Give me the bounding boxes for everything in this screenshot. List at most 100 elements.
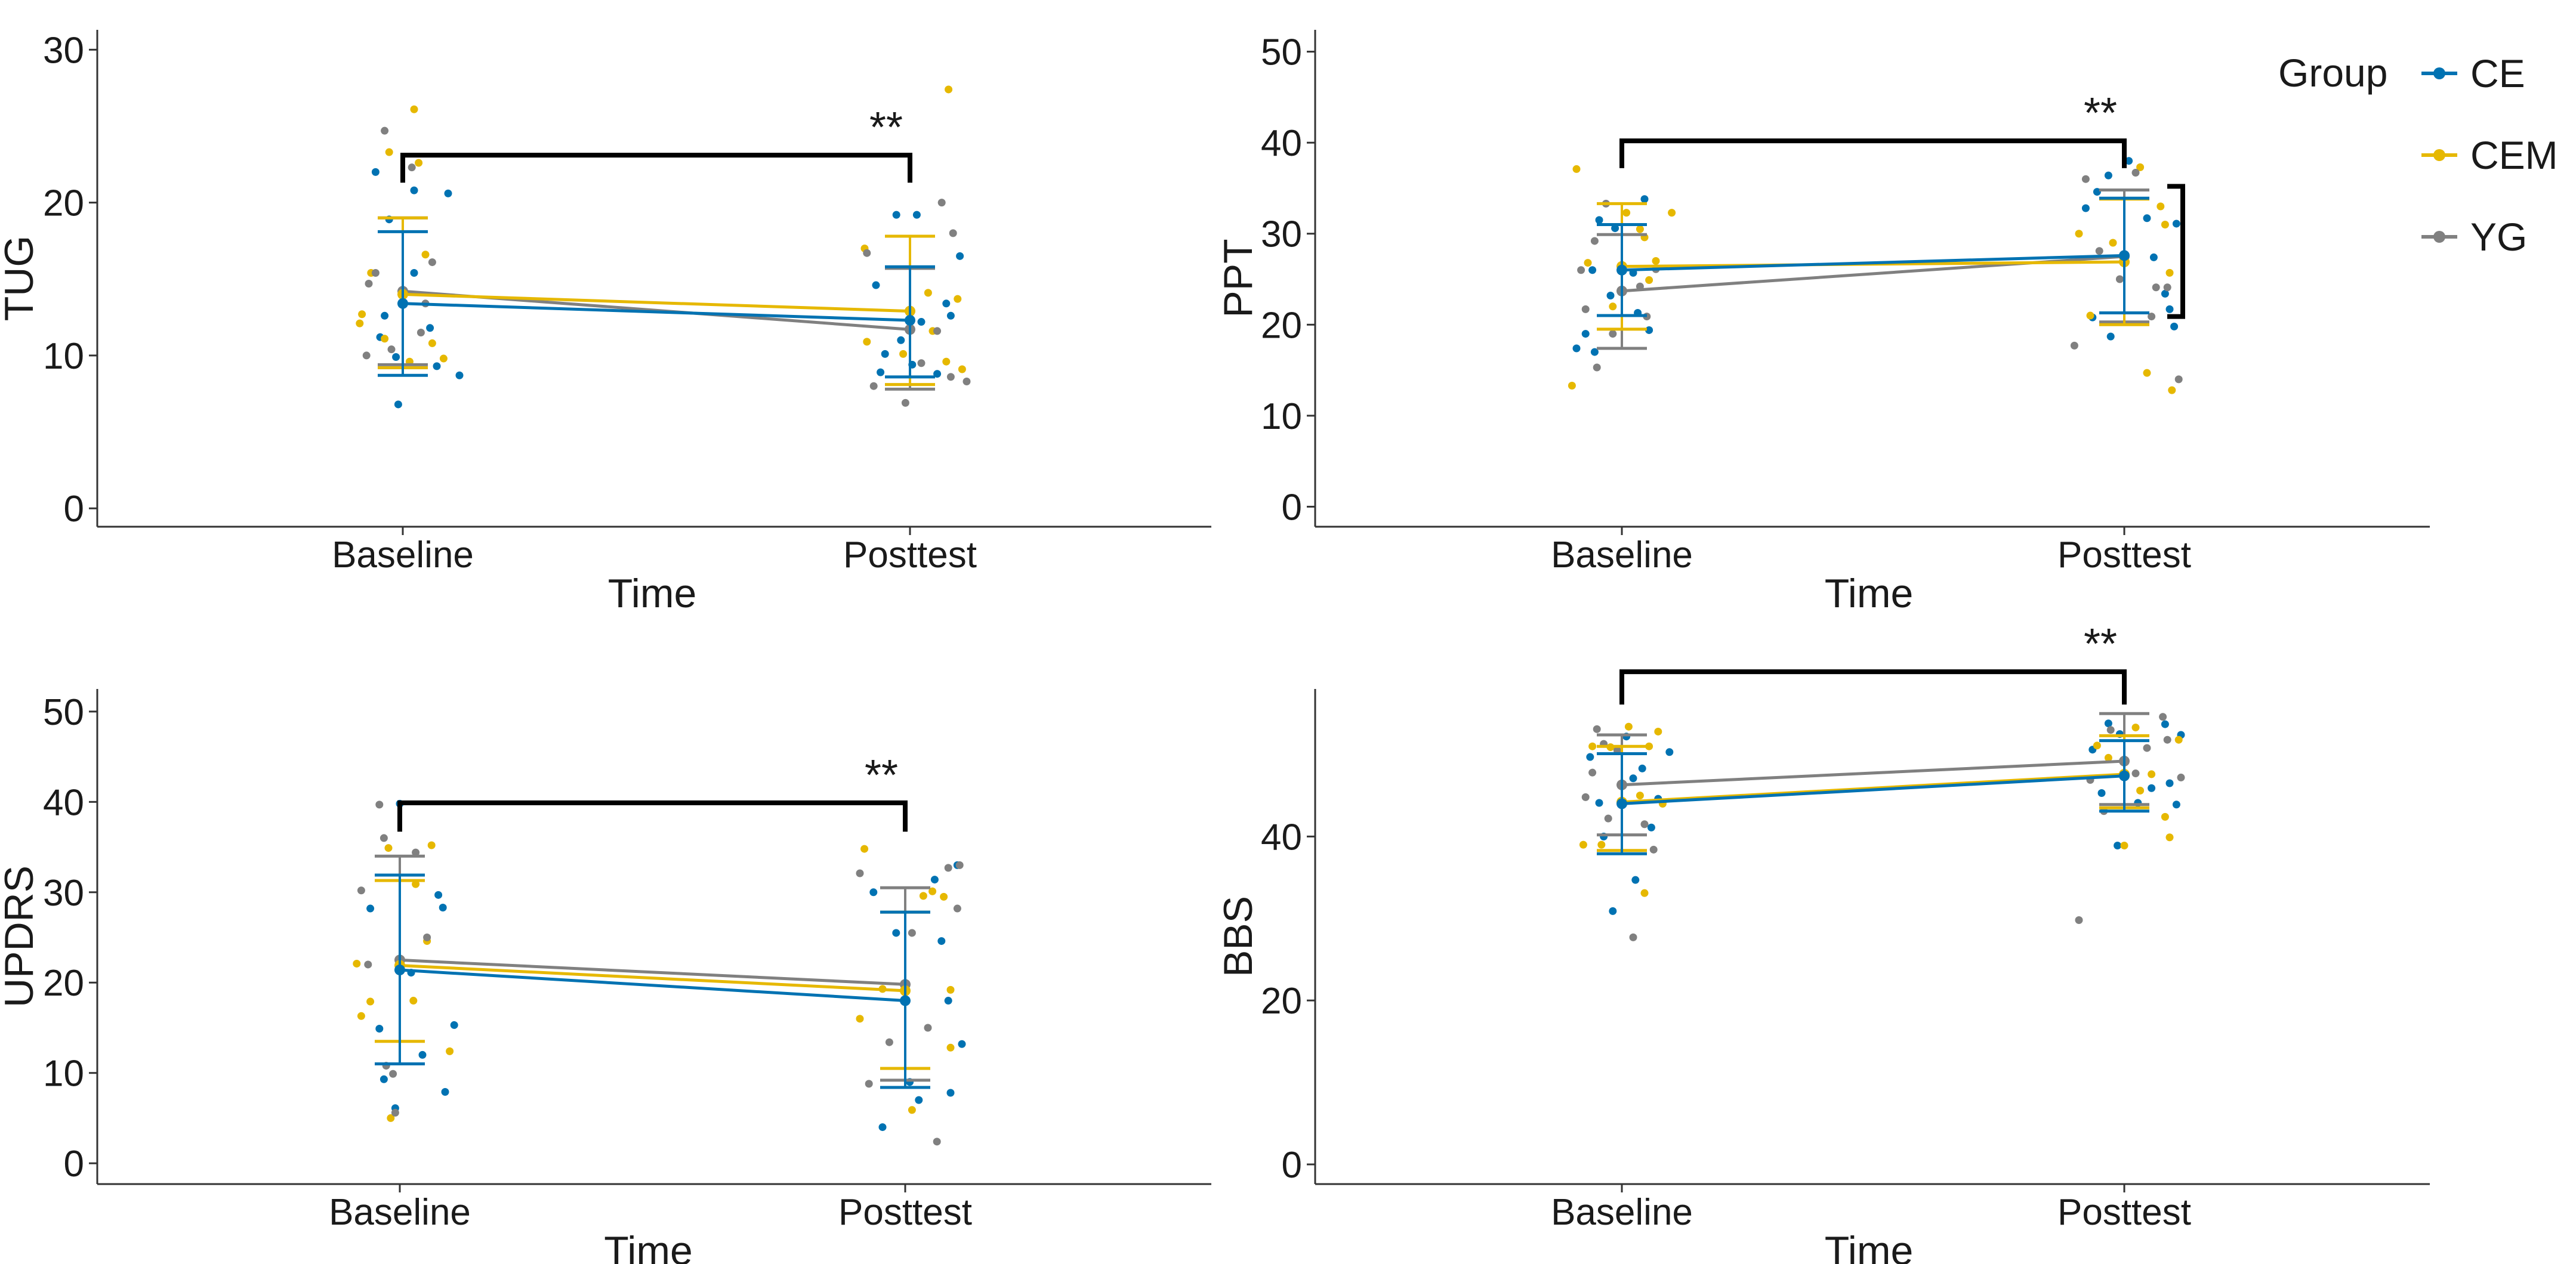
data-point-yg (2143, 744, 2151, 752)
data-point-cem (439, 354, 448, 363)
data-point-ce (1629, 774, 1637, 783)
data-point-ce (933, 370, 942, 378)
data-point-cem (863, 338, 871, 346)
series-ce (375, 873, 930, 1089)
y-tick-label: 0 (64, 1144, 84, 1185)
data-point-cem (1636, 792, 1644, 800)
data-point-yg (1629, 933, 1637, 941)
data-point-ce (2165, 779, 2174, 787)
mean-point (1616, 264, 1627, 276)
data-point-cem (1572, 165, 1581, 173)
mean-line (399, 963, 906, 993)
x-axis-title: Time (1825, 1228, 1914, 1264)
data-point-ce (433, 362, 441, 370)
x-tick-label: Posttest (838, 1192, 972, 1233)
data-point-ce (375, 1024, 384, 1033)
y-axis-title: PPT (1215, 239, 1261, 317)
x-axis-title: Time (608, 571, 697, 616)
data-point-cem (2131, 724, 2140, 732)
data-point-yg (1588, 768, 1597, 777)
data-point-yg (375, 801, 384, 809)
data-point-yg (955, 861, 964, 869)
mean-line (1621, 254, 2125, 272)
significance-bracket (397, 800, 908, 832)
side-significance-bracket (2167, 184, 2185, 319)
data-point-cem (1568, 382, 1576, 390)
y-tick-label: 40 (1261, 123, 1302, 164)
data-point-yg (1590, 237, 1599, 245)
data-point-ce (441, 1088, 449, 1096)
significance-label: ** (869, 104, 903, 152)
data-point-ce (2125, 157, 2133, 165)
significance-label: ** (2084, 620, 2117, 668)
data-point-cem (919, 892, 927, 900)
data-point-cem (2093, 741, 2101, 750)
data-point-yg (863, 249, 871, 257)
data-point-ce (944, 997, 952, 1005)
data-point-yg (2152, 283, 2160, 292)
data-point-yg (953, 904, 961, 913)
data-point-yg (924, 1024, 932, 1032)
data-point-yg (946, 373, 955, 381)
data-point-ce (915, 1096, 923, 1104)
data-point-cem (928, 887, 937, 895)
data-point-ce (434, 891, 443, 899)
data-point-cem (2086, 311, 2094, 320)
data-point-ce (1572, 344, 1581, 353)
data-point-cem (2157, 202, 2165, 211)
data-point-ce (2172, 220, 2180, 228)
mean-point (900, 995, 911, 1006)
y-axis-title: UPDRS (0, 866, 42, 1008)
data-point-ce (1631, 876, 1640, 884)
y-tick-label: 50 (43, 692, 84, 733)
data-point-ce (942, 299, 951, 308)
legend-item-yg: YG (2421, 215, 2527, 259)
legend-key-dot (2433, 67, 2445, 79)
data-point-ce (418, 1050, 427, 1059)
data-point-ce (2093, 188, 2101, 196)
series-ce (1597, 196, 2149, 317)
data-point-cem (2143, 369, 2151, 377)
data-point-ce (2172, 801, 2180, 809)
data-point-yg (933, 1138, 941, 1146)
data-point-ce (2097, 789, 2106, 798)
data-point-yg (865, 1080, 873, 1088)
data-point-cem (415, 159, 423, 167)
data-point-yg (417, 328, 425, 336)
data-point-ce (930, 876, 939, 884)
x-tick-label: Posttest (2057, 534, 2191, 576)
data-point-ce (1581, 330, 1590, 338)
data-point-yg (2159, 713, 2167, 721)
data-point-ce (897, 336, 905, 344)
legend-title: Group (2278, 51, 2387, 95)
data-point-cem (366, 997, 375, 1006)
data-point-cem (2165, 268, 2174, 277)
data-point-yg (2115, 275, 2124, 283)
data-point-yg (2106, 726, 2115, 734)
data-point-ce (394, 400, 402, 409)
x-tick-label: Posttest (2057, 1192, 2191, 1233)
data-point-yg (389, 1070, 397, 1078)
mean-point (905, 314, 915, 326)
y-axis-title: TUG (0, 236, 42, 322)
y-tick-label: 40 (43, 782, 84, 823)
series-yg (1597, 712, 2149, 837)
data-point-ce (439, 904, 447, 912)
data-point-ce (946, 1089, 955, 1097)
data-point-ce (2161, 720, 2169, 728)
mean-point (394, 965, 405, 976)
data-point-cem (387, 1114, 395, 1122)
mean-line (1621, 772, 2125, 804)
data-point-ce (2148, 784, 2156, 792)
data-point-cem (1579, 840, 1587, 849)
data-point-yg (2163, 735, 2171, 744)
data-point-ce (1595, 799, 1603, 807)
data-point-ce (1588, 266, 1597, 274)
significance-bracket (1619, 138, 2127, 168)
data-point-ce (917, 318, 925, 326)
data-point-ce (946, 311, 955, 320)
data-point-ce (1611, 224, 1619, 233)
data-point-cem (2161, 812, 2169, 821)
y-tick-label: 10 (43, 336, 84, 377)
